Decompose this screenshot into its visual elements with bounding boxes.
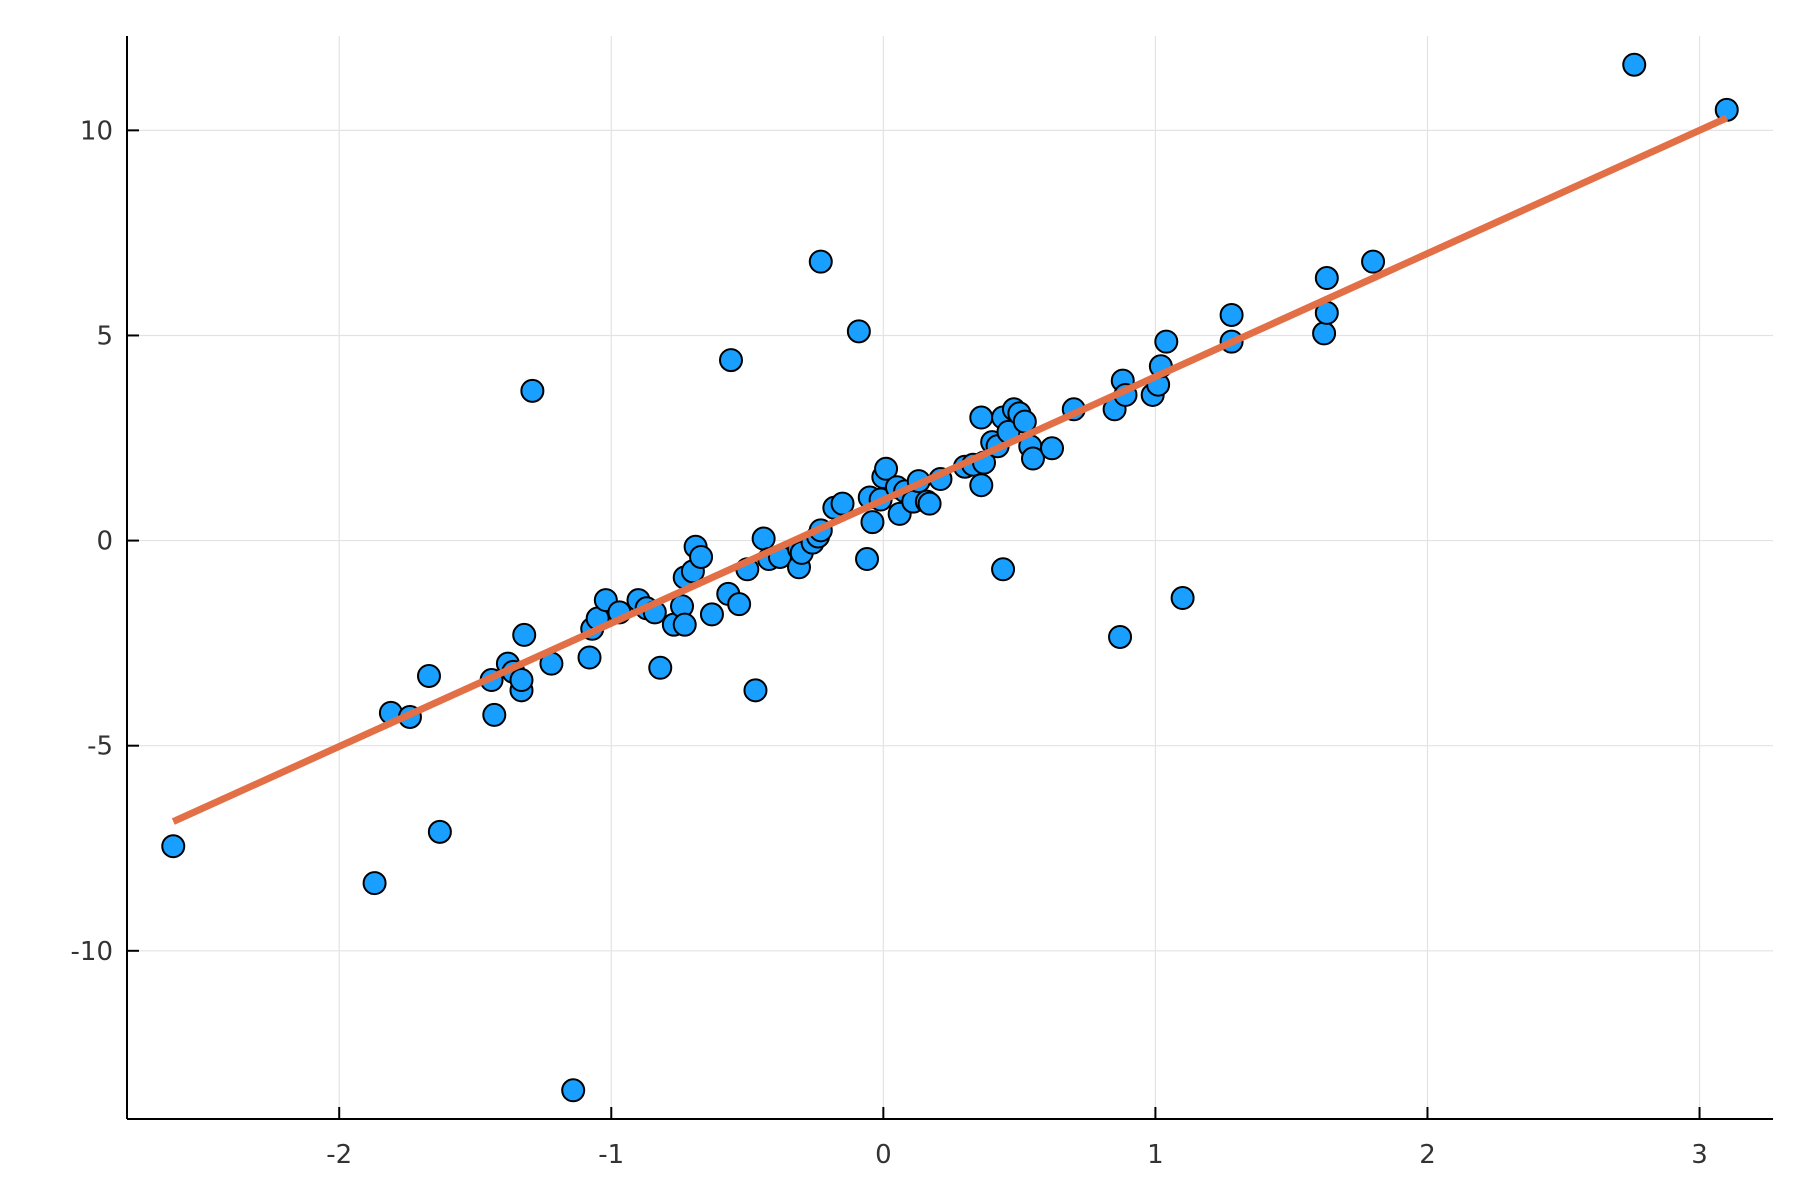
scatter-point	[1219, 302, 1244, 327]
scatter-point	[1108, 624, 1133, 649]
scatter-point	[1314, 266, 1339, 291]
scatter-point	[672, 612, 697, 637]
scatter-point	[751, 526, 776, 551]
scatter-point	[427, 819, 452, 844]
scatter-point	[1020, 446, 1045, 471]
x-tick-label: -1	[598, 1140, 624, 1170]
x-tick-label: 2	[1419, 1140, 1436, 1170]
fit-line-layer	[171, 114, 1729, 825]
scatter-point	[743, 678, 768, 703]
x-tick-label: 0	[875, 1140, 892, 1170]
y-tick-label: 0	[96, 527, 113, 557]
scatter-point	[860, 510, 885, 535]
scatter-point	[362, 871, 387, 896]
scatter-point	[512, 622, 537, 647]
x-tick-label: 3	[1691, 1140, 1708, 1170]
scatter-point	[577, 645, 602, 670]
scatter-point	[416, 663, 441, 688]
scatter-point	[846, 319, 871, 344]
scatter-point	[699, 602, 724, 627]
scatter-point	[561, 1078, 586, 1103]
y-tick-label: 10	[80, 116, 113, 146]
scatter-point	[718, 348, 743, 373]
scatter-point	[482, 702, 507, 727]
grid-lines	[127, 36, 1773, 1119]
axes	[126, 36, 1773, 1120]
regression-line	[171, 114, 1729, 825]
scatter-point	[1714, 97, 1739, 122]
scatter-point	[648, 655, 673, 680]
scatter-point	[727, 592, 752, 617]
y-tick-label: 5	[96, 321, 113, 351]
scatter-point	[509, 668, 534, 693]
scatter-point	[808, 249, 833, 274]
scatter-point	[1040, 436, 1065, 461]
scatter-point	[855, 547, 880, 572]
y-tick-label: -10	[71, 937, 113, 967]
scatter-point	[1312, 321, 1337, 346]
scatter-point	[161, 834, 186, 859]
y-tick-label: -5	[87, 732, 113, 762]
x-tick-label: 1	[1147, 1140, 1164, 1170]
scatter-point	[1361, 249, 1386, 274]
scatter-point	[1170, 586, 1195, 611]
scatter-point	[874, 456, 899, 481]
scatter-point	[991, 557, 1016, 582]
scatter-point	[1154, 329, 1179, 354]
scatter-point	[1622, 52, 1647, 77]
scatter-point	[969, 405, 994, 430]
scatter-point	[689, 544, 714, 569]
scatter-point	[520, 378, 545, 403]
scatter-point	[917, 491, 942, 516]
x-tick-label: -2	[326, 1140, 352, 1170]
scatter-point	[969, 473, 994, 498]
